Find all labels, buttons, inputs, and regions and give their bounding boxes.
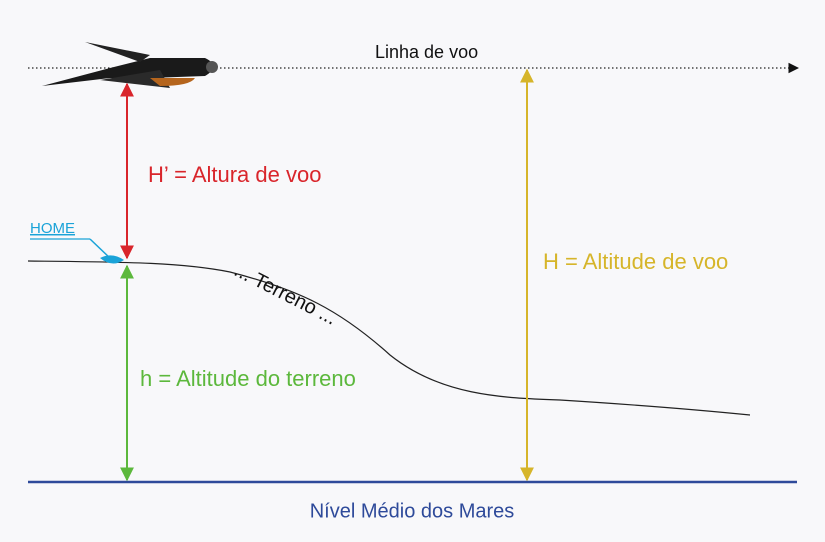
sea-level-label: Nível Médio dos Mares [310,500,515,522]
flight-line-label: Linha de voo [375,42,478,62]
aircraft [42,42,218,88]
terrain-line [27,260,751,416]
terrain-altitude-label: h = Altitude do terreno [140,366,356,391]
home-label: HOME [30,220,75,237]
home-marker [100,255,124,264]
flight-height-label: H’ = Altura de voo [148,162,321,187]
flight-altitude-label: H = Altitude de voo [543,249,728,274]
